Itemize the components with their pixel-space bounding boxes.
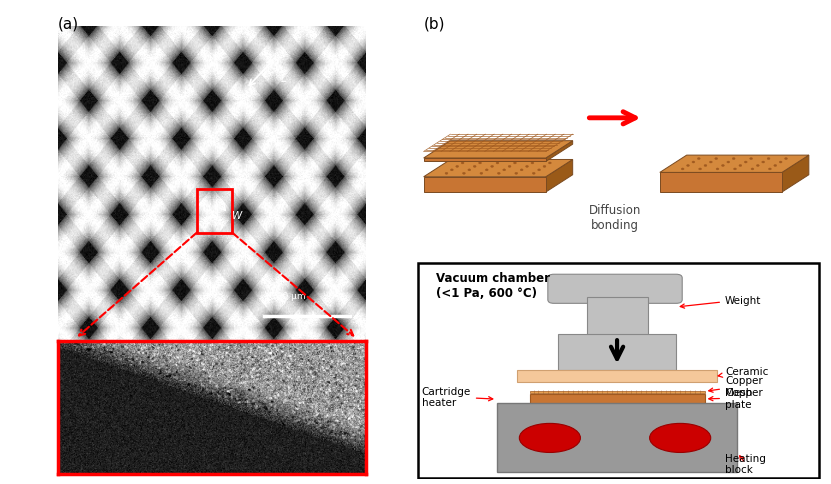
Polygon shape bbox=[660, 156, 809, 173]
Ellipse shape bbox=[745, 162, 747, 164]
Ellipse shape bbox=[445, 173, 448, 175]
Ellipse shape bbox=[697, 158, 701, 160]
Ellipse shape bbox=[519, 424, 580, 453]
Text: (a): (a) bbox=[58, 17, 79, 32]
Ellipse shape bbox=[496, 163, 499, 165]
Ellipse shape bbox=[681, 168, 684, 170]
Text: Vacuum chamber
(<1 Pa, 600 °C): Vacuum chamber (<1 Pa, 600 °C) bbox=[436, 271, 550, 299]
Text: Copper
plate: Copper plate bbox=[709, 387, 763, 409]
Text: L: L bbox=[280, 74, 286, 84]
Ellipse shape bbox=[769, 168, 771, 170]
Ellipse shape bbox=[543, 166, 546, 168]
Ellipse shape bbox=[485, 169, 488, 171]
Text: Cartridge
heater: Cartridge heater bbox=[421, 386, 493, 408]
Text: Copper
Mesh: Copper Mesh bbox=[709, 375, 763, 397]
Ellipse shape bbox=[479, 163, 481, 165]
Ellipse shape bbox=[739, 165, 742, 167]
Polygon shape bbox=[546, 141, 573, 162]
Ellipse shape bbox=[704, 165, 707, 167]
Ellipse shape bbox=[520, 169, 523, 171]
Ellipse shape bbox=[531, 163, 534, 165]
Ellipse shape bbox=[525, 166, 529, 168]
Ellipse shape bbox=[515, 173, 518, 175]
Bar bbox=[587, 298, 647, 339]
Ellipse shape bbox=[455, 166, 459, 168]
Bar bbox=[558, 334, 676, 370]
Ellipse shape bbox=[750, 158, 753, 160]
Bar bbox=[529, 394, 705, 404]
FancyBboxPatch shape bbox=[548, 275, 682, 304]
Ellipse shape bbox=[716, 168, 719, 170]
Ellipse shape bbox=[533, 173, 535, 175]
Ellipse shape bbox=[508, 166, 511, 168]
Ellipse shape bbox=[686, 165, 690, 167]
Ellipse shape bbox=[715, 158, 718, 160]
Polygon shape bbox=[782, 156, 809, 193]
Text: 100 μm: 100 μm bbox=[272, 291, 306, 300]
Ellipse shape bbox=[463, 173, 465, 175]
Ellipse shape bbox=[503, 169, 505, 171]
Ellipse shape bbox=[473, 166, 476, 168]
Ellipse shape bbox=[514, 163, 516, 165]
Polygon shape bbox=[424, 159, 546, 162]
Text: Diffusion
bonding: Diffusion bonding bbox=[589, 204, 642, 231]
Ellipse shape bbox=[650, 424, 711, 453]
Ellipse shape bbox=[767, 158, 770, 160]
Polygon shape bbox=[424, 141, 573, 159]
Ellipse shape bbox=[710, 162, 712, 164]
Text: W: W bbox=[232, 211, 242, 220]
Ellipse shape bbox=[490, 166, 494, 168]
Ellipse shape bbox=[461, 163, 464, 165]
Text: Heating
block: Heating block bbox=[725, 453, 766, 474]
Polygon shape bbox=[424, 160, 573, 178]
Text: Weight: Weight bbox=[681, 295, 761, 308]
Bar bbox=[197, 189, 233, 233]
Ellipse shape bbox=[751, 168, 754, 170]
Text: Ceramic: Ceramic bbox=[718, 366, 769, 378]
Ellipse shape bbox=[480, 173, 483, 175]
Ellipse shape bbox=[450, 169, 453, 171]
Ellipse shape bbox=[762, 162, 765, 164]
Polygon shape bbox=[546, 160, 573, 193]
Ellipse shape bbox=[548, 163, 551, 165]
Text: (b): (b) bbox=[424, 17, 445, 32]
Ellipse shape bbox=[784, 158, 788, 160]
Ellipse shape bbox=[538, 169, 540, 171]
Ellipse shape bbox=[721, 165, 725, 167]
Ellipse shape bbox=[699, 168, 701, 170]
Ellipse shape bbox=[498, 173, 500, 175]
Ellipse shape bbox=[774, 165, 777, 167]
Bar bbox=[497, 403, 737, 472]
Ellipse shape bbox=[734, 168, 736, 170]
Bar bbox=[517, 370, 717, 382]
Bar bbox=[529, 391, 705, 393]
Ellipse shape bbox=[692, 162, 695, 164]
Polygon shape bbox=[424, 178, 546, 193]
Ellipse shape bbox=[732, 158, 735, 160]
Ellipse shape bbox=[727, 162, 730, 164]
Polygon shape bbox=[660, 173, 782, 193]
Ellipse shape bbox=[468, 169, 470, 171]
Ellipse shape bbox=[756, 165, 760, 167]
FancyBboxPatch shape bbox=[417, 264, 819, 478]
Ellipse shape bbox=[779, 162, 782, 164]
